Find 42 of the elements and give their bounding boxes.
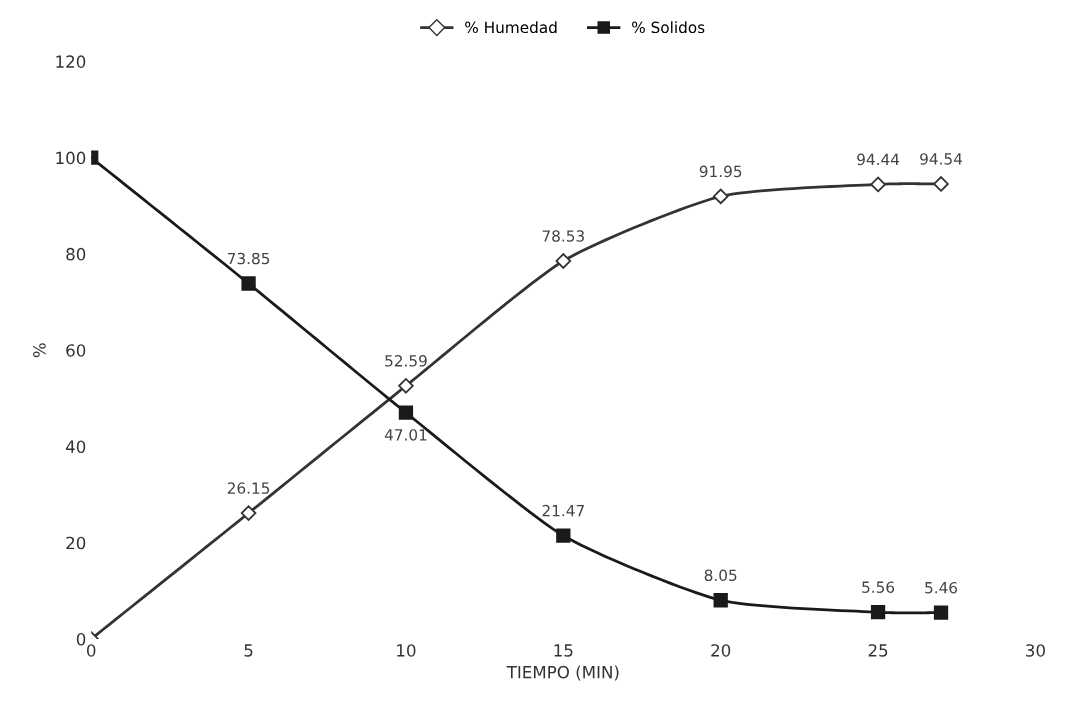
y-tick-label: 40 [65,440,86,454]
x-tick-label: 30 [1026,644,1045,657]
data-label: 26.15 [227,482,270,494]
point [556,528,571,543]
y-axis-title: % [33,343,46,358]
y-tick-label: 20 [66,536,86,550]
y-tick-label: 80 [66,247,86,261]
data-label: 78.53 [542,230,584,242]
x-tick-label: 25 [868,644,888,657]
point [712,188,729,205]
x-tick-label: 0 [87,644,96,657]
y-tick-label: 0 [76,632,86,646]
point [241,276,256,291]
y-tick-label: 100 [56,151,86,165]
data-label: 52.59 [385,355,427,367]
x-axis-title: TIEMPO (MIN) [506,665,619,681]
point [240,505,257,521]
point [398,405,414,420]
data-label: 47.01 [384,429,427,441]
data-label: 94.54 [920,153,963,165]
x-tick-label: 20 [711,644,731,657]
y-tick-label: 120 [56,55,86,68]
legend-label: % Humedad [465,21,557,34]
point [713,593,728,608]
data-label: 5.56 [862,581,895,593]
x-tick-label: 15 [554,644,573,657]
data-label: 8.05 [704,569,737,581]
point [398,378,414,394]
data-label: 21.47 [542,504,584,517]
point [870,176,886,193]
point [933,605,949,620]
data-label: 94.44 [857,153,900,166]
legend-label: % Solidos [632,21,705,34]
data-label: 91.95 [699,165,742,178]
point [870,605,886,620]
data-label: 5.46 [925,581,958,594]
x-tick-label: 5 [244,644,253,657]
x-tick-label: 10 [397,644,416,657]
point [933,176,949,192]
y-tick-label: 60 [66,344,86,357]
data-label: 73.85 [227,252,270,265]
point [555,253,572,269]
